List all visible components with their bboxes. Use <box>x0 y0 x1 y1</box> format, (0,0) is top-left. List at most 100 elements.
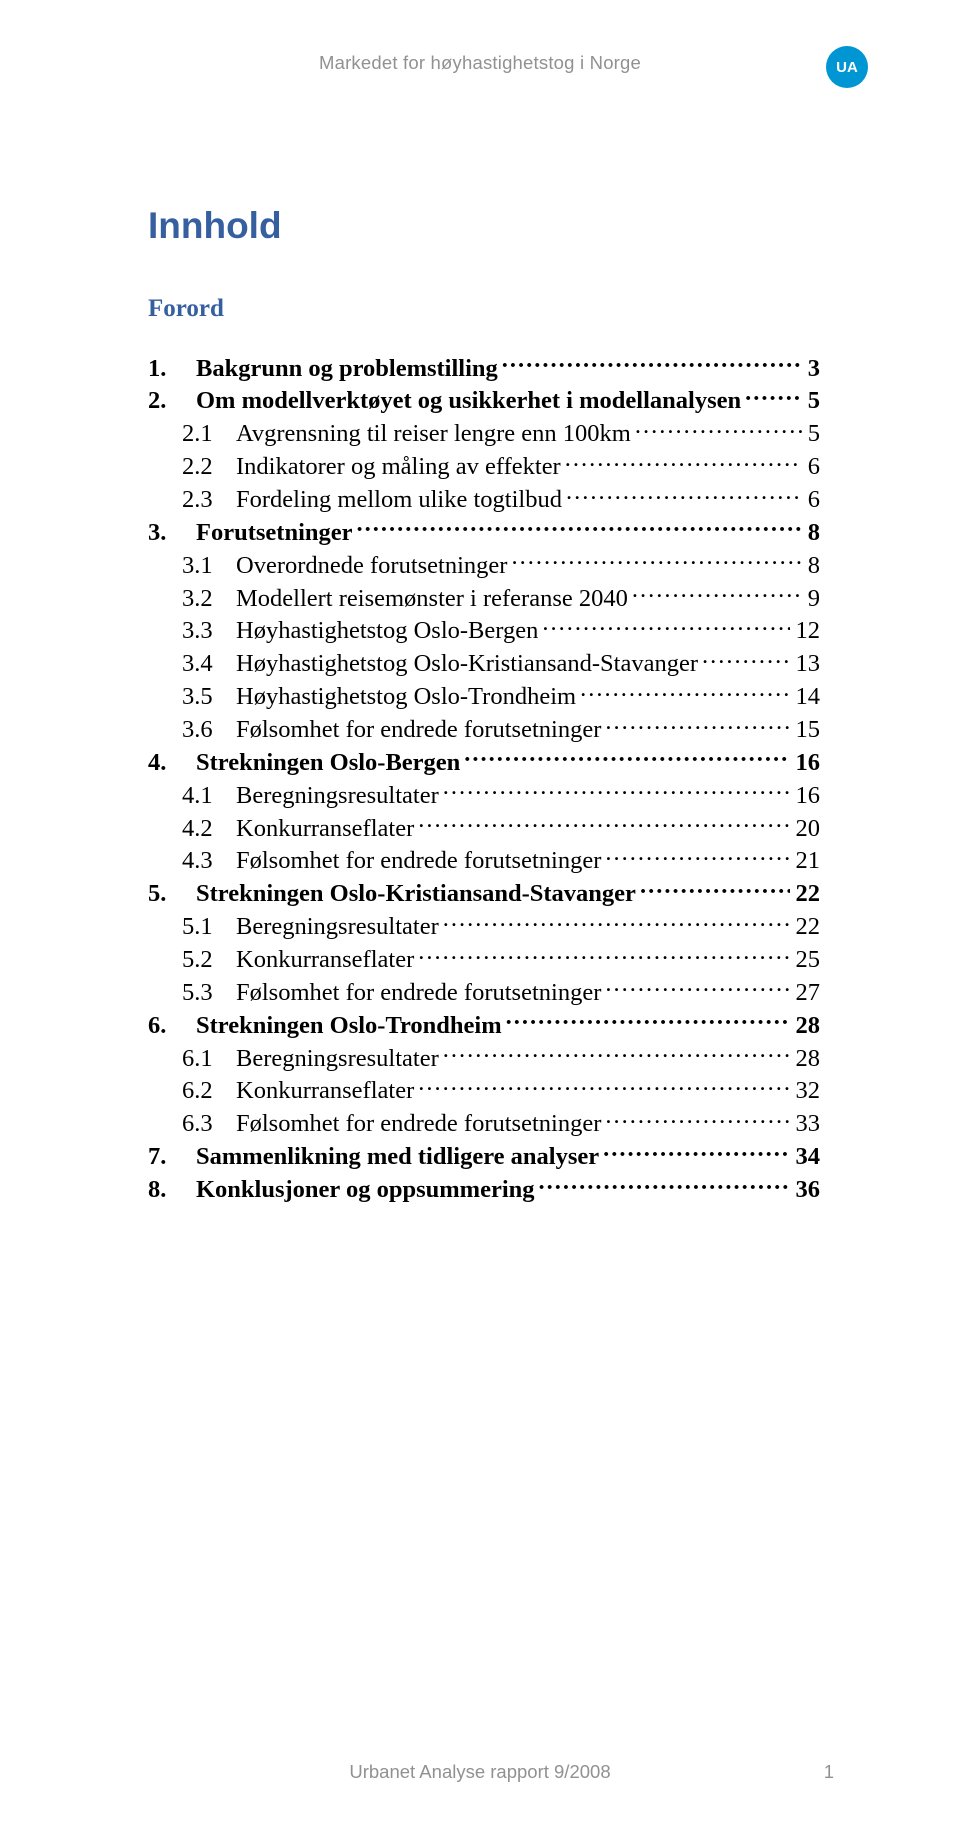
toc-row: 8.Konklusjoner og oppsummering36 <box>148 1172 820 1205</box>
toc-label: Konkurranseflater <box>236 1075 414 1106</box>
toc-page: 28 <box>792 1043 821 1074</box>
toc-page: 8 <box>804 550 820 581</box>
toc-number: 5.1 <box>182 911 236 942</box>
footer-page-number: 1 <box>824 1761 834 1783</box>
toc-leader-dots <box>539 1172 790 1197</box>
toc-label: Beregningsresultater <box>236 780 439 811</box>
ua-badge-icon: UA <box>826 46 868 88</box>
toc-row: 6.2Konkurranseflater 32 <box>148 1074 820 1107</box>
toc-leader-dots <box>418 942 789 967</box>
toc-page: 3 <box>804 353 820 384</box>
toc-page: 6 <box>804 484 820 515</box>
toc-label: Strekningen Oslo-Trondheim <box>196 1010 502 1041</box>
toc-page: 5 <box>804 385 820 416</box>
toc-row: 4.2Konkurranseflater20 <box>148 811 820 844</box>
toc-leader-dots <box>702 647 789 672</box>
toc-leader-dots <box>443 778 790 803</box>
toc-row: 5.1Beregningsresultater 22 <box>148 910 820 943</box>
toc-leader-dots <box>542 614 789 639</box>
table-of-contents: 1.Bakgrunn og problemstilling32.Om model… <box>148 351 820 1205</box>
toc-page: 25 <box>792 944 821 975</box>
toc-label: Følsomhet for endrede forutsetninger <box>236 977 601 1008</box>
toc-label: Beregningsresultater <box>236 911 439 942</box>
toc-number: 8. <box>148 1174 196 1205</box>
toc-number: 6.3 <box>182 1108 236 1139</box>
toc-leader-dots <box>443 910 790 935</box>
toc-row: 3.1Overordnede forutsetninger8 <box>148 548 820 581</box>
toc-number: 2. <box>148 385 196 416</box>
toc-number: 4. <box>148 747 196 778</box>
toc-number: 5.2 <box>182 944 236 975</box>
toc-page: 16 <box>792 780 821 811</box>
toc-leader-dots <box>502 351 802 376</box>
toc-number: 3.6 <box>182 714 236 745</box>
toc-leader-dots <box>745 384 802 409</box>
toc-number: 2.3 <box>182 484 236 515</box>
toc-label: Beregningsresultater <box>236 1043 439 1074</box>
toc-page: 15 <box>792 714 821 745</box>
toc-row: 5.2Konkurranseflater 25 <box>148 942 820 975</box>
toc-number: 2.1 <box>182 418 236 449</box>
toc-number: 6.2 <box>182 1075 236 1106</box>
toc-page: 16 <box>792 747 821 778</box>
toc-row: 3.3Høyhastighetstog Oslo-Bergen 12 <box>148 614 820 647</box>
toc-leader-dots <box>506 1008 790 1033</box>
toc-leader-dots <box>640 877 790 902</box>
toc-leader-dots <box>418 1074 789 1099</box>
toc-row: 4.Strekningen Oslo-Bergen16 <box>148 745 820 778</box>
toc-page: 34 <box>792 1141 821 1172</box>
toc-row: 3.5Høyhastighetstog Oslo-Trondheim14 <box>148 680 820 713</box>
toc-page: 12 <box>792 615 821 646</box>
toc-number: 1. <box>148 353 196 384</box>
forord-heading: Forord <box>148 295 820 323</box>
toc-label: Høyhastighetstog Oslo-Bergen <box>236 615 538 646</box>
toc-row: 5.Strekningen Oslo-Kristiansand-Stavange… <box>148 877 820 910</box>
toc-number: 3.4 <box>182 648 236 679</box>
toc-row: 1.Bakgrunn og problemstilling3 <box>148 351 820 384</box>
toc-row: 2.3Fordeling mellom ulike togtilbud 6 <box>148 482 820 515</box>
toc-row: 5.3Følsomhet for endrede forutsetninger2… <box>148 975 820 1008</box>
toc-row: 4.1Beregningsresultater 16 <box>148 778 820 811</box>
toc-number: 4.2 <box>182 813 236 844</box>
toc-page: 22 <box>792 911 821 942</box>
toc-label: Konkurranseflater <box>236 813 414 844</box>
running-title: Markedet for høyhastighetstog i Norge <box>0 52 960 74</box>
toc-row: 6.Strekningen Oslo-Trondheim28 <box>148 1008 820 1041</box>
toc-page: 9 <box>804 583 820 614</box>
toc-number: 3.3 <box>182 615 236 646</box>
toc-label: Indikatorer og måling av effekter <box>236 451 561 482</box>
toc-leader-dots <box>605 712 789 737</box>
toc-row: 3.6Følsomhet for endrede forutsetninger1… <box>148 712 820 745</box>
toc-number: 6.1 <box>182 1043 236 1074</box>
page-title: Innhold <box>148 205 820 247</box>
toc-number: 3. <box>148 517 196 548</box>
toc-label: Høyhastighetstog Oslo-Kristiansand-Stava… <box>236 648 698 679</box>
toc-number: 3.1 <box>182 550 236 581</box>
toc-label: Konklusjoner og oppsummering <box>196 1174 535 1205</box>
toc-label: Konkurranseflater <box>236 944 414 975</box>
toc-leader-dots <box>632 581 802 606</box>
toc-page: 14 <box>792 681 821 712</box>
toc-page: 28 <box>792 1010 821 1041</box>
toc-page: 33 <box>792 1108 821 1139</box>
toc-page: 27 <box>792 977 821 1008</box>
toc-leader-dots <box>464 745 789 770</box>
toc-page: 21 <box>792 845 821 876</box>
toc-leader-dots <box>635 417 802 442</box>
toc-leader-dots <box>357 515 802 540</box>
toc-label: Fordeling mellom ulike togtilbud <box>236 484 562 515</box>
toc-label: Strekningen Oslo-Kristiansand-Stavanger <box>196 878 636 909</box>
toc-row: 7.Sammenlikning med tidligere analyser34 <box>148 1140 820 1173</box>
toc-row: 3.Forutsetninger8 <box>148 515 820 548</box>
toc-row: 4.3Følsomhet for endrede forutsetninger2… <box>148 844 820 877</box>
toc-label: Høyhastighetstog Oslo-Trondheim <box>236 681 576 712</box>
toc-leader-dots <box>443 1041 790 1066</box>
toc-label: Modellert reisemønster i referanse 2040 <box>236 583 628 614</box>
toc-leader-dots <box>605 844 789 869</box>
toc-page: 32 <box>792 1075 821 1106</box>
toc-page: 13 <box>792 648 821 679</box>
toc-label: Forutsetninger <box>196 517 353 548</box>
toc-number: 4.1 <box>182 780 236 811</box>
toc-leader-dots <box>605 975 789 1000</box>
toc-number: 3.2 <box>182 583 236 614</box>
